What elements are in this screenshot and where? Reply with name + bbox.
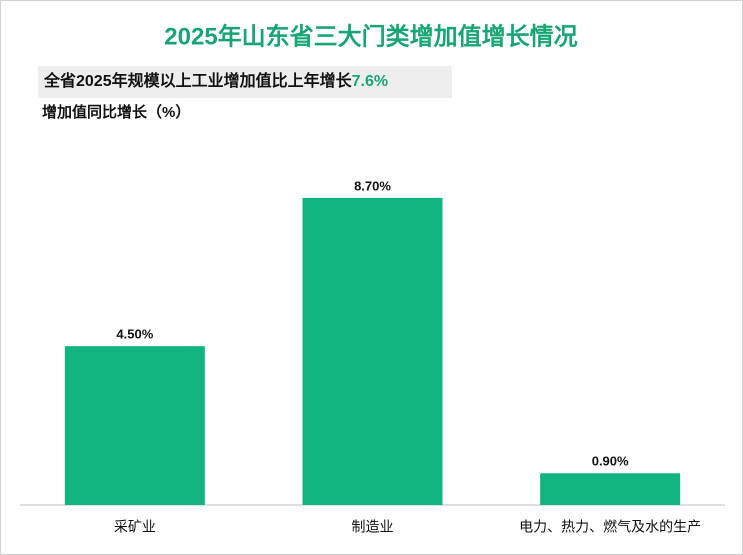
chart-title: 2025年山东省三大门类增加值增长情况 — [164, 22, 577, 50]
value-label: 4.50% — [116, 327, 153, 342]
subtitle-text: 全省2025年规模以上工业增加值比上年增长 — [43, 71, 353, 90]
subtitle-highlight: 7.6% — [352, 73, 388, 90]
y-axis-label: 增加值同比增长（%） — [42, 103, 190, 121]
bar — [302, 197, 443, 505]
value-label: 8.70% — [354, 178, 391, 193]
subtitle-box — [38, 66, 452, 98]
x-tick-label: 制造业 — [352, 519, 394, 535]
bar — [64, 346, 205, 505]
bar — [540, 473, 681, 505]
subtitle: 全省2025年规模以上工业增加值比上年增长7.6% — [43, 71, 388, 90]
value-label: 0.90% — [592, 454, 629, 469]
x-tick-label: 采矿业 — [114, 519, 156, 535]
x-tick-label: 电力、热力、燃气及水的生产 — [519, 519, 701, 535]
